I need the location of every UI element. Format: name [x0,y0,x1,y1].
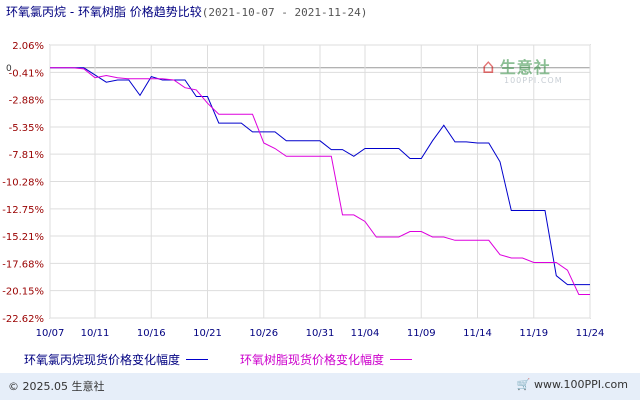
x-tick-label: 11/14 [463,328,492,339]
footer-site-text: www.100PPI.com [534,378,628,391]
legend-item-series1: 环氧氯丙烷现货价格变化幅度 [24,351,209,368]
chart-title-row: 环氧氯丙烷 - 环氧树脂 价格趋势比较(2021-10-07 - 2021-11… [6,4,367,21]
x-tick-label: 11/19 [519,328,548,339]
house-logo-icon: ⌂ [482,54,495,78]
x-tick-label: 10/16 [137,328,166,339]
y-tick-label: -22.62% [2,314,44,325]
y-tick-label: -10.28% [2,178,44,189]
footer-copyright: © 2025.05 生意社 [8,380,105,393]
watermark-name: 生意社 [499,58,551,77]
x-tick-label: 10/07 [36,328,65,339]
x-tick-label: 11/04 [351,328,380,339]
x-tick-label: 10/11 [81,328,110,339]
chart-title: 环氧氯丙烷 - 环氧树脂 价格趋势比较 [6,5,202,19]
y-tick-label: -2.88% [9,96,44,107]
y-tick-label: -7.81% [9,150,44,161]
legend-label-series1: 环氧氯丙烷现货价格变化幅度 [24,353,181,367]
legend-label-series2: 环氧树脂现货价格变化幅度 [240,353,385,367]
footer-bar: © 2025.05 生意社 🛒 www.100PPI.com [0,373,640,400]
x-tick-label: 10/31 [306,328,335,339]
watermark-url: 100PPI.COM [504,76,563,85]
y-tick-label: -5.35% [9,123,44,134]
y-tick-label: -0.41% [9,68,44,79]
watermark: ⌂ 生意社 100PPI.COM [482,54,563,85]
series-line-2 [50,67,590,295]
x-tick-label: 10/26 [249,328,278,339]
y-tick-label: -12.75% [2,205,44,216]
zero-marker-label: 0 [6,64,12,74]
x-tick-label: 11/24 [576,328,605,339]
footer-site-link[interactable]: 🛒 www.100PPI.com [517,378,628,391]
legend-swatch-series2 [390,359,413,360]
y-tick-label: -15.21% [2,232,44,243]
y-tick-label: -20.15% [2,287,44,298]
y-tick-label: -17.68% [2,259,44,270]
y-tick-label: 2.06% [12,41,44,52]
legend-swatch-series1 [186,359,209,360]
legend-item-series2: 环氧树脂现货价格变化幅度 [240,351,413,368]
cart-icon: 🛒 [516,378,531,391]
chart-date-range: (2021-10-07 - 2021-11-24) [201,6,368,19]
x-tick-label: 11/09 [407,328,436,339]
x-tick-label: 10/21 [193,328,222,339]
